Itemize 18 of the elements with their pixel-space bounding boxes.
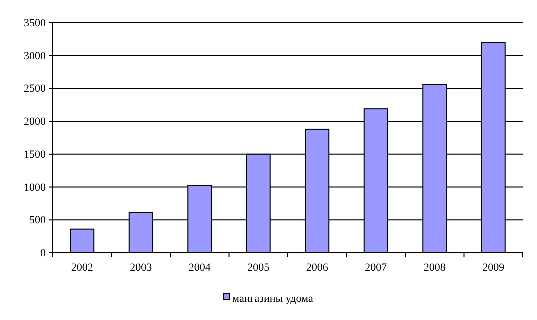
y-tick-label: 3500 bbox=[24, 18, 46, 30]
y-tick-label: 2000 bbox=[24, 116, 46, 128]
y-tick-label: 0 bbox=[40, 248, 46, 260]
y-tick-label: 500 bbox=[30, 214, 46, 227]
x-tick-label: 2005 bbox=[248, 262, 270, 274]
y-tick-label: 2500 bbox=[24, 83, 46, 96]
legend-label: мангазины удома bbox=[232, 292, 314, 305]
x-tick-label: 2008 bbox=[424, 262, 446, 274]
x-tick-label: 2004 bbox=[188, 262, 212, 274]
x-tick-label: 2009 bbox=[482, 262, 506, 274]
y-tick-label: 1500 bbox=[24, 148, 46, 161]
x-tick-label: 2003 bbox=[130, 262, 153, 274]
x-tick-label: 2002 bbox=[71, 262, 94, 274]
x-tick-label: 2007 bbox=[365, 262, 388, 274]
x-tick-label: 2006 bbox=[306, 262, 329, 274]
y-tick-label: 1000 bbox=[24, 182, 46, 194]
y-tick-label: 3000 bbox=[24, 50, 46, 62]
bar bbox=[70, 228, 95, 254]
